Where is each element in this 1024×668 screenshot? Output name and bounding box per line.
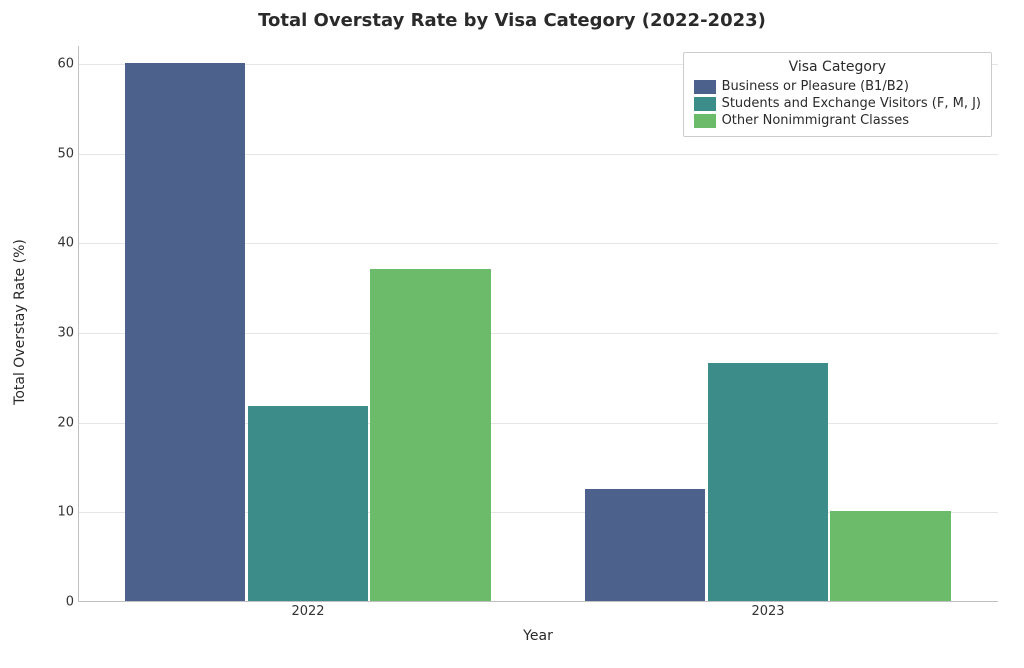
bar <box>125 63 245 601</box>
legend-label: Other Nonimmigrant Classes <box>722 113 910 128</box>
y-tick-label: 0 <box>34 595 74 610</box>
legend-swatch <box>694 97 716 111</box>
y-tick-label: 60 <box>34 56 74 71</box>
bar <box>830 511 950 601</box>
bar <box>585 489 705 601</box>
legend-item: Other Nonimmigrant Classes <box>694 113 981 128</box>
y-tick-label: 30 <box>34 325 74 340</box>
chart-container: Total Overstay Rate by Visa Category (20… <box>0 0 1024 668</box>
legend-label: Business or Pleasure (B1/B2) <box>722 79 909 94</box>
legend-label: Students and Exchange Visitors (F, M, J) <box>722 96 981 111</box>
y-axis-label: Total Overstay Rate (%) <box>12 239 28 405</box>
bar <box>248 406 368 601</box>
x-tick-label: 2023 <box>751 604 784 619</box>
y-tick-label: 20 <box>34 415 74 430</box>
legend-item: Business or Pleasure (B1/B2) <box>694 79 981 94</box>
y-tick-label: 40 <box>34 236 74 251</box>
legend-title: Visa Category <box>694 59 981 75</box>
bar <box>370 269 490 601</box>
legend-swatch <box>694 114 716 128</box>
legend-swatch <box>694 80 716 94</box>
bar <box>708 363 828 601</box>
x-tick-label: 2022 <box>291 604 324 619</box>
chart-title: Total Overstay Rate by Visa Category (20… <box>0 10 1024 31</box>
legend-item: Students and Exchange Visitors (F, M, J) <box>694 96 981 111</box>
legend: Visa Category Business or Pleasure (B1/B… <box>683 52 992 137</box>
y-tick-label: 50 <box>34 146 74 161</box>
plot-area: Visa Category Business or Pleasure (B1/B… <box>78 46 998 602</box>
x-axis-label: Year <box>523 628 553 644</box>
y-tick-label: 10 <box>34 505 74 520</box>
